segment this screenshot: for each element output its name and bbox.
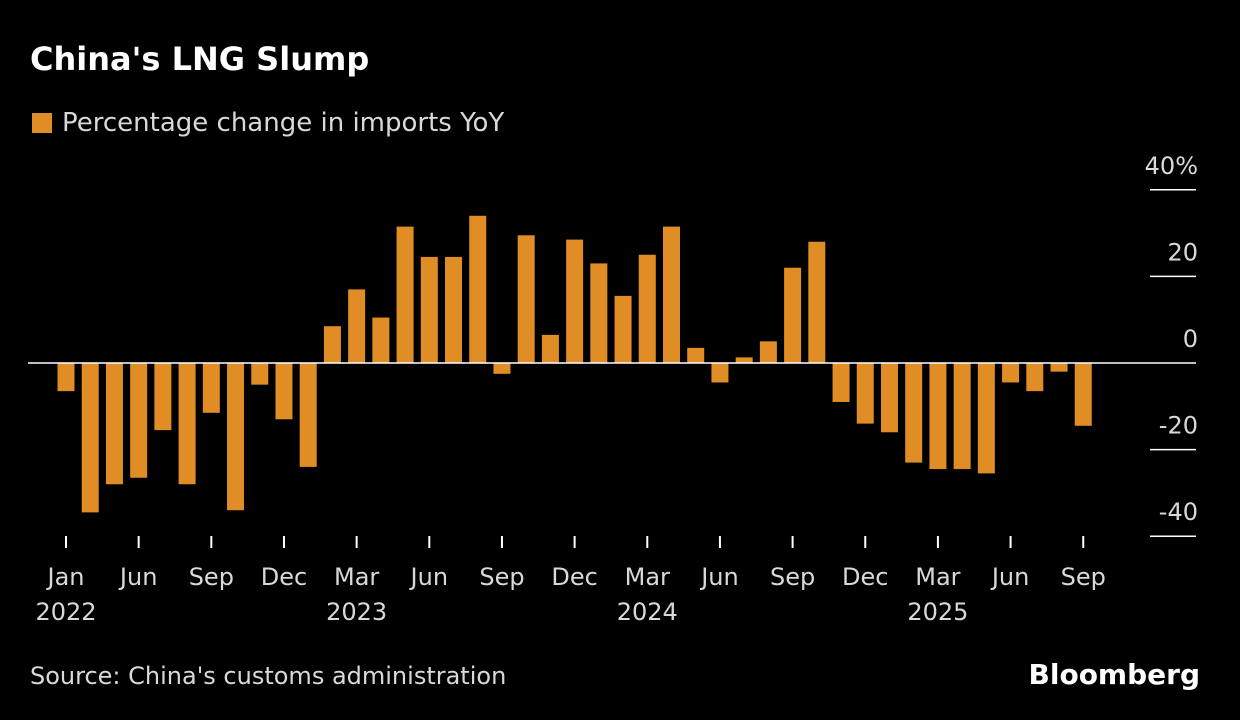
bar (1002, 363, 1020, 383)
bar (323, 326, 341, 363)
bar (275, 363, 293, 420)
bar (1026, 363, 1044, 392)
bar (953, 363, 971, 470)
bar (590, 263, 608, 363)
bar (372, 317, 390, 363)
x-tick-month: Dec (261, 563, 307, 591)
bar (227, 363, 245, 511)
bar (178, 363, 196, 485)
x-tick-month: Mar (915, 563, 960, 591)
legend-label: Percentage change in imports YoY (62, 108, 505, 138)
x-tick-month: Mar (334, 563, 379, 591)
bar (251, 363, 269, 385)
x-tick-year: 2024 (617, 598, 678, 626)
bar (687, 347, 705, 363)
bar (832, 363, 850, 402)
y-tick-label: 20 (1167, 238, 1198, 266)
legend: Percentage change in imports YoY (32, 108, 504, 138)
bar (977, 363, 995, 474)
bar (808, 241, 826, 363)
x-tick-month: Jun (699, 563, 739, 591)
bar (856, 363, 874, 424)
bar (81, 363, 99, 513)
x-tick-month: Sep (189, 563, 234, 591)
bar (493, 363, 511, 374)
y-tick-label: 0 (1183, 325, 1198, 353)
bar (1050, 363, 1068, 372)
x-tick-month: Sep (479, 563, 524, 591)
bar (348, 289, 366, 363)
bar (905, 363, 923, 463)
x-tick-month: Sep (770, 563, 815, 591)
bar (735, 357, 753, 363)
source-note: Source: China's customs administration (30, 662, 507, 690)
x-tick-year: 2025 (907, 598, 968, 626)
x-tick-month: Jun (118, 563, 158, 591)
bar (105, 363, 123, 485)
bar (566, 239, 584, 363)
y-tick-label: -40 (1159, 498, 1198, 526)
bar (663, 226, 680, 363)
bar (57, 363, 75, 392)
x-tick-month: Jun (409, 563, 449, 591)
bar (445, 256, 463, 363)
bar (784, 267, 802, 363)
bar (880, 363, 898, 433)
x-tick-month: Jun (990, 563, 1030, 591)
bar (130, 363, 148, 478)
bar (929, 363, 947, 470)
bar (614, 295, 632, 363)
bar (396, 226, 414, 363)
bar-chart: 40% 20 0 -20 -40 Jan 2022 Jun Sep Dec Mar 2023 Jun Se… (28, 152, 1198, 626)
bar (154, 363, 172, 431)
x-tick-month: Sep (1061, 563, 1106, 591)
x-tick-month: Dec (551, 563, 597, 591)
x-tick-month: Jan (46, 563, 85, 591)
bar (299, 363, 317, 467)
legend-swatch (32, 113, 52, 133)
bar (541, 334, 559, 363)
chart-title: China's LNG Slump (30, 40, 370, 78)
bloomberg-logo: Bloomberg (1028, 658, 1200, 691)
y-tick-label: -20 (1159, 412, 1198, 440)
bar (202, 363, 220, 413)
x-tick-year: 2023 (326, 598, 387, 626)
bar (420, 256, 438, 363)
bar (638, 254, 656, 363)
bar (517, 235, 535, 363)
x-tick-year: 2022 (35, 598, 96, 626)
bar (469, 215, 487, 363)
bar (1074, 363, 1092, 426)
x-tick-month: Mar (625, 563, 670, 591)
bar (759, 341, 777, 363)
bar (711, 363, 729, 383)
y-tick-label: 40% (1145, 152, 1198, 180)
x-tick-month: Dec (842, 563, 888, 591)
